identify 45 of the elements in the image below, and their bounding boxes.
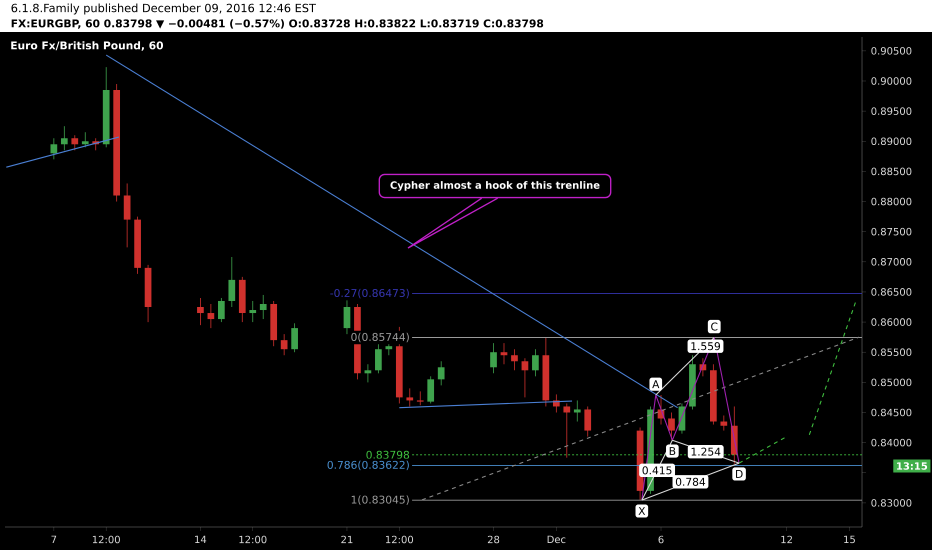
y-tick-label: 0.89500 — [871, 107, 912, 115]
x-tick-label: 15 — [844, 536, 855, 544]
text: 13:15 — [897, 462, 928, 470]
ref-line-label: 0.83798 — [366, 450, 410, 459]
annotation: X — [638, 507, 646, 515]
y-tick-label: 0.85500 — [871, 348, 912, 356]
annotation: B — [670, 447, 676, 455]
annotation: Cypher almost a hook of this trenline — [390, 181, 600, 191]
x-tick-label: 12:00 — [92, 536, 120, 544]
y-tick-label: 0.85000 — [871, 378, 912, 386]
ref-line-label: -0.27(0.86473) — [330, 288, 409, 298]
y-tick-label: 0.90500 — [871, 47, 912, 55]
y-tick-label: 0.84000 — [871, 438, 912, 446]
x-tick-label: 7 — [51, 536, 56, 543]
x-tick-label: 12:00 — [386, 536, 414, 544]
annotation: 1.254 — [692, 448, 720, 456]
x-tick-label: 28 — [488, 536, 500, 544]
y-tick-label: 0.87000 — [871, 258, 912, 266]
annotation: 1.559 — [691, 342, 720, 350]
y-tick-label: 0.86500 — [871, 288, 912, 296]
x-tick-label: 6 — [658, 536, 664, 544]
chart-title: Euro Fx/British Pound, 60 — [11, 41, 164, 51]
y-tick-label: 0.84500 — [871, 408, 912, 416]
x-tick-label: 14 — [195, 536, 206, 543]
chart-subtitle: FX:EURGBP, 60 0.83798 ▼ −0.00481 (−0.57%) O:0.83728 H:0.83822 L:0.83719 C:0.83798 — [12, 19, 544, 29]
x-tick-label: Dec — [548, 536, 566, 544]
x-tick-label: 12:00 — [239, 536, 266, 544]
y-tick-label: 0.83000 — [871, 499, 912, 507]
annotation: D — [736, 470, 743, 478]
y-tick-label: 0.87500 — [871, 228, 912, 236]
y-tick-label: 0.88000 — [871, 198, 912, 206]
ref-line-label: 0(0.85744) — [351, 332, 409, 342]
text: 6.1.8.Family published December 09, 2016 12:46 EST — [12, 4, 316, 14]
y-tick-label: 0.86000 — [871, 318, 912, 326]
ref-line-label: 1(0.83045) — [352, 495, 409, 505]
y-tick-label: 0.89000 — [871, 137, 912, 146]
annotation: A — [652, 380, 660, 388]
y-tick-label: 0.90000 — [871, 77, 912, 85]
y-tick-label: 0.88500 — [871, 168, 912, 176]
annotation: C — [711, 322, 718, 331]
x-tick-label: 21 — [341, 536, 352, 544]
annotation: 0.415 — [642, 466, 672, 474]
x-tick-label: 12 — [781, 536, 792, 544]
ref-line-label: 0.786(0.83622) — [328, 460, 409, 470]
annotation: 0.784 — [676, 478, 706, 486]
